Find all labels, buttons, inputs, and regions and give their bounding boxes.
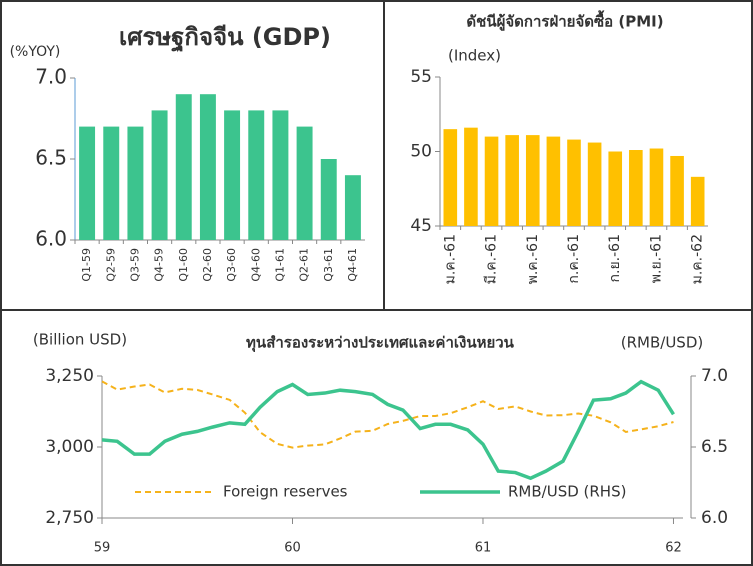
y-tick-label: 3,250 bbox=[45, 366, 94, 386]
bar bbox=[151, 110, 168, 241]
x-tick-label: มี.ค.-61 bbox=[484, 234, 500, 284]
bar bbox=[443, 129, 458, 226]
y-tick-label: 6.5 bbox=[35, 146, 67, 170]
x-tick-label: 62 bbox=[665, 541, 682, 556]
chart-title: ดัชนีผู้จัดการฝ่ายจัดซื้อ (PMI) bbox=[466, 10, 663, 32]
line-series bbox=[101, 380, 674, 449]
y2-tick-label: 6.0 bbox=[701, 508, 728, 528]
x-tick-label: ม.ค.-62 bbox=[690, 234, 706, 284]
chart-title: เศรษฐกิจจีน (GDP) bbox=[119, 23, 331, 53]
bar bbox=[199, 94, 216, 240]
bar bbox=[344, 175, 361, 240]
y-axis-label: (%YOY) bbox=[10, 44, 61, 60]
bar bbox=[272, 110, 289, 241]
x-tick-label: Q4-59 bbox=[153, 248, 166, 282]
x-tick-label: พ.ย.-61 bbox=[648, 234, 664, 283]
y-axis-label: (Billion USD) bbox=[33, 331, 127, 349]
y-tick-label: 55 bbox=[410, 67, 432, 87]
x-tick-label: Q1-59 bbox=[80, 248, 93, 282]
bar bbox=[484, 136, 499, 226]
x-tick-label: Q2-60 bbox=[201, 248, 214, 282]
x-tick-label: Q2-59 bbox=[104, 248, 117, 282]
bar bbox=[629, 150, 643, 226]
bar bbox=[464, 127, 478, 226]
bar bbox=[649, 148, 664, 226]
bar bbox=[546, 136, 561, 226]
x-tick-label: Q1-61 bbox=[273, 248, 286, 282]
chart-title: ทุนสำรองระหว่างประเทศและค่าเงินหยวน bbox=[246, 334, 515, 353]
bar bbox=[670, 155, 684, 226]
bar bbox=[608, 151, 623, 226]
y-tick-label: 45 bbox=[410, 216, 432, 236]
bar bbox=[127, 126, 144, 240]
x-tick-label: 61 bbox=[475, 541, 492, 556]
y2-axis-label: (RMB/USD) bbox=[621, 334, 703, 352]
bar bbox=[79, 126, 96, 240]
x-tick-label: ก.ค.-61 bbox=[566, 234, 582, 284]
bar bbox=[525, 135, 540, 226]
y-tick-label: 3,000 bbox=[45, 437, 94, 457]
legend-label: RMB/USD (RHS) bbox=[508, 483, 626, 501]
x-tick-label: Q1-60 bbox=[177, 248, 190, 282]
y2-tick-label: 7.0 bbox=[701, 366, 728, 386]
bar bbox=[224, 110, 241, 241]
y-tick-label: 2,750 bbox=[45, 508, 94, 528]
bar bbox=[505, 135, 519, 226]
x-tick-label: Q3-61 bbox=[322, 248, 335, 282]
bar bbox=[248, 110, 265, 241]
bar bbox=[567, 139, 581, 226]
x-tick-label: Q3-59 bbox=[128, 248, 141, 282]
y2-tick-label: 6.5 bbox=[701, 437, 728, 457]
line-series bbox=[101, 379, 675, 481]
bar bbox=[690, 176, 705, 226]
x-tick-label: Q2-61 bbox=[298, 248, 311, 282]
y-tick-label: 7.0 bbox=[35, 65, 67, 89]
y-tick-label: 50 bbox=[410, 142, 432, 162]
x-tick-label: Q4-61 bbox=[346, 248, 359, 282]
y-axis-label: (Index) bbox=[448, 47, 501, 65]
bar bbox=[587, 142, 602, 226]
bar bbox=[175, 94, 192, 240]
bar bbox=[296, 126, 313, 240]
x-tick-label: ม.ค.-61 bbox=[442, 234, 458, 284]
x-tick-label: 60 bbox=[284, 541, 301, 556]
bar bbox=[320, 159, 337, 240]
bar bbox=[103, 126, 120, 240]
x-tick-label: Q4-60 bbox=[249, 248, 262, 282]
x-tick-label: Q3-60 bbox=[225, 248, 238, 282]
x-tick-label: 59 bbox=[94, 541, 111, 556]
y-tick-label: 6.0 bbox=[35, 227, 67, 251]
legend-label: Foreign reserves bbox=[223, 483, 348, 501]
x-tick-label: ก.ย.-61 bbox=[607, 234, 623, 282]
x-tick-label: พ.ค.-61 bbox=[525, 234, 541, 284]
